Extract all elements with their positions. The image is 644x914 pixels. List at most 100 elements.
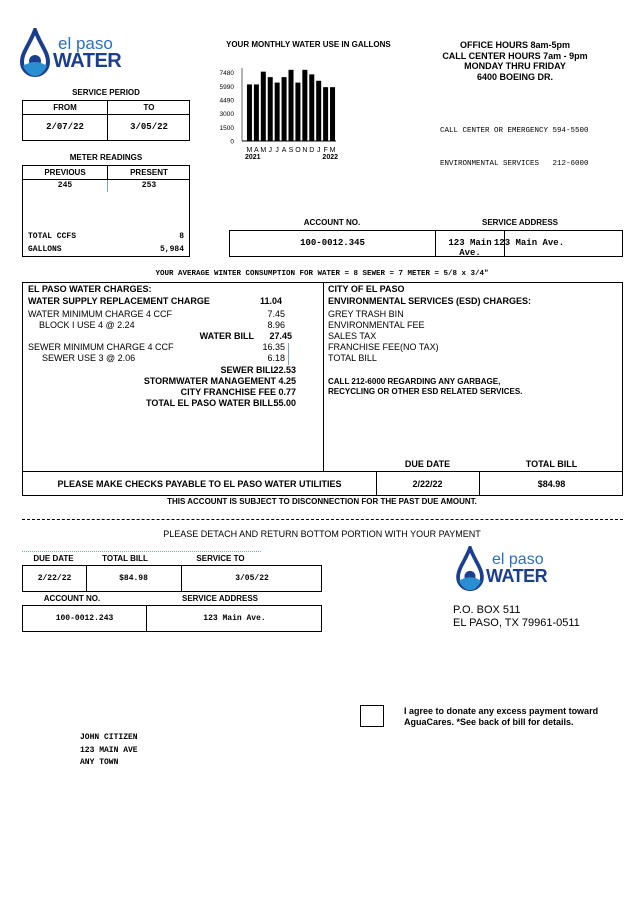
y-tick-label: 7480 [220, 70, 235, 77]
bar [246, 84, 252, 141]
stub-account: 100-0012.243 [55, 614, 114, 623]
stub-account-table: 100-0012.243 123 Main Ave. [22, 605, 322, 632]
charge-value: 11.04 [259, 296, 282, 306]
stub-service-to: 3/05/22 [235, 574, 269, 583]
due-date-label: DUE DATE [404, 459, 451, 469]
charge-value: 22.53 [273, 365, 296, 375]
customer-address: JOHN CITIZEN 123 MAIN AVE ANY TOWN [80, 732, 138, 770]
customer-street: 123 MAIN AVE [80, 745, 138, 755]
present-reading: 253 [141, 181, 157, 190]
esd-item: GREY TRASH BIN [328, 309, 404, 319]
x-tick-label: M [247, 147, 253, 154]
payable-note: PLEASE MAKE CHECKS PAYABLE TO EL PASO WA… [57, 479, 342, 489]
stub-total: $84.98 [119, 574, 148, 583]
account-number: 100-0012.345 [300, 238, 365, 248]
bar [309, 74, 315, 141]
previous-reading: 245 [57, 181, 73, 190]
remit-address: P.O. BOX 511 EL PASO, TX 79961-0511 [453, 604, 580, 630]
donate-checkbox[interactable] [360, 705, 384, 727]
x-tick-label: D [309, 147, 314, 154]
charge-label: SEWER BILL [220, 365, 277, 375]
bar [260, 71, 266, 141]
from-date: 2/07/22 [46, 122, 84, 132]
x-tick-label: M [330, 147, 336, 154]
bar [323, 87, 329, 141]
year-start-label: 2021 [245, 154, 261, 161]
charge-label: SEWER USE 3 @ 2.06 [42, 353, 136, 363]
meter-readings-title: METER READINGS [69, 153, 143, 162]
brand-line2: WATER [53, 50, 122, 72]
total-ccfs: 8 [179, 232, 184, 241]
phone-line: ENVIRONMENTAL SERVICES 212-6000 [440, 160, 589, 168]
remit-line: P.O. BOX 511 [453, 604, 521, 616]
bar [288, 69, 294, 141]
average-consumption: YOUR AVERAGE WINTER CONSUMPTION FOR WATE… [155, 270, 489, 278]
disconnection-notice: THIS ACCOUNT IS SUBJECT TO DISCONNECTION… [167, 497, 477, 506]
chart-title: YOUR MONTHLY WATER USE IN GALLONS [226, 40, 391, 49]
bar [267, 77, 273, 141]
address-label: SERVICE ADDRESS [481, 218, 559, 227]
brand-line2: WATER [486, 566, 548, 586]
bar [302, 69, 308, 141]
detach-note: PLEASE DETACH AND RETURN BOTTOM PORTION … [163, 529, 481, 539]
donate-line: AguaCares. *See back of bill for details… [404, 717, 574, 727]
total-ccfs-label: TOTAL CCFS [28, 232, 77, 241]
bar [253, 84, 259, 141]
esd-item: ENVIRONMENTAL FEE [328, 320, 425, 330]
previous-label: PREVIOUS [44, 168, 86, 177]
x-tick-label: A [282, 147, 287, 154]
y-tick-label: 4490 [220, 98, 235, 105]
office-info: OFFICE HOURS 8am-5pm CALL CENTER HOURS 7… [430, 40, 600, 82]
office-line: OFFICE HOURS 8am-5pm [459, 40, 571, 50]
esd-title2: ENVIRONMENTAL SERVICES (ESD) CHARGES: [328, 296, 532, 306]
charge-value: 6.18 [267, 353, 285, 363]
donate-text: I agree to donate any excess payment tow… [404, 706, 598, 728]
water-drop-icon [456, 546, 484, 592]
x-tick-label: N [302, 147, 307, 154]
charge-value: 8.96 [267, 320, 285, 330]
service-address: 123 Main Ave. [493, 238, 565, 248]
phone-line: CALL CENTER OR EMERGENCY 594-5500 [440, 127, 589, 135]
stub-account-label: ACCOUNT NO. [43, 594, 101, 603]
stub-address: 123 Main Ave. [203, 614, 266, 623]
y-tick-label: 0 [230, 139, 234, 146]
charge-value: 27.45 [269, 331, 292, 341]
charge-label: SEWER MINIMUM CHARGE 4 CCF [28, 342, 174, 352]
total-bill-label: TOTAL BILL [525, 459, 578, 469]
bar [274, 82, 280, 141]
bar [330, 87, 336, 141]
charge-value: 7.45 [267, 309, 285, 319]
water-charges-title: EL PASO WATER CHARGES: [28, 284, 152, 294]
bar [316, 80, 322, 141]
total-bill: $84.98 [537, 479, 566, 489]
due-date: 2/22/22 [412, 479, 443, 489]
stub-service-to-label: SERVICE TO [196, 554, 245, 563]
brand-logo: el paso WATER [20, 28, 140, 78]
customer-name: JOHN CITIZEN [80, 733, 138, 742]
year-end-label: 2022 [322, 154, 338, 161]
charge-label: CITY FRANCHISE FEE [180, 387, 276, 397]
service-period-table: FROM TO 2/07/22 3/05/22 [22, 100, 190, 141]
bar [295, 82, 301, 141]
service-address: 123 Main Ave. [448, 238, 492, 258]
charge-label: WATER SUPPLY REPLACEMENT CHARGE [28, 296, 210, 306]
esd-title1: CITY OF EL PASO [328, 284, 405, 294]
charge-label: WATER BILL [199, 331, 254, 341]
customer-city: ANY TOWN [80, 758, 119, 767]
y-tick-label: 3000 [220, 111, 235, 118]
stub-address-label: SERVICE ADDRESS [181, 594, 259, 603]
charge-value: 4.25 [278, 376, 296, 386]
brand-logo: el paso WATER [455, 546, 575, 596]
x-tick-label: M [260, 147, 266, 154]
x-tick-label: J [317, 147, 321, 154]
stub-due-label: DUE DATE [33, 554, 74, 563]
water-drop-icon [20, 28, 50, 77]
x-tick-label: O [295, 147, 301, 154]
charge-value: 0.77 [278, 387, 296, 397]
meter-table: PREVIOUS PRESENT 245 253 TOTAL CCFS 8 GA… [22, 165, 190, 257]
office-line: 6400 BOEING DR. [476, 71, 554, 82]
esd-note: RECYCLING OR OTHER ESD RELATED SERVICES. [328, 387, 523, 396]
esd-note: CALL 212-6000 REGARDING ANY GARBAGE, [328, 377, 501, 386]
brand-line1: el paso [492, 551, 544, 568]
charge-value: 55.00 [273, 398, 296, 408]
